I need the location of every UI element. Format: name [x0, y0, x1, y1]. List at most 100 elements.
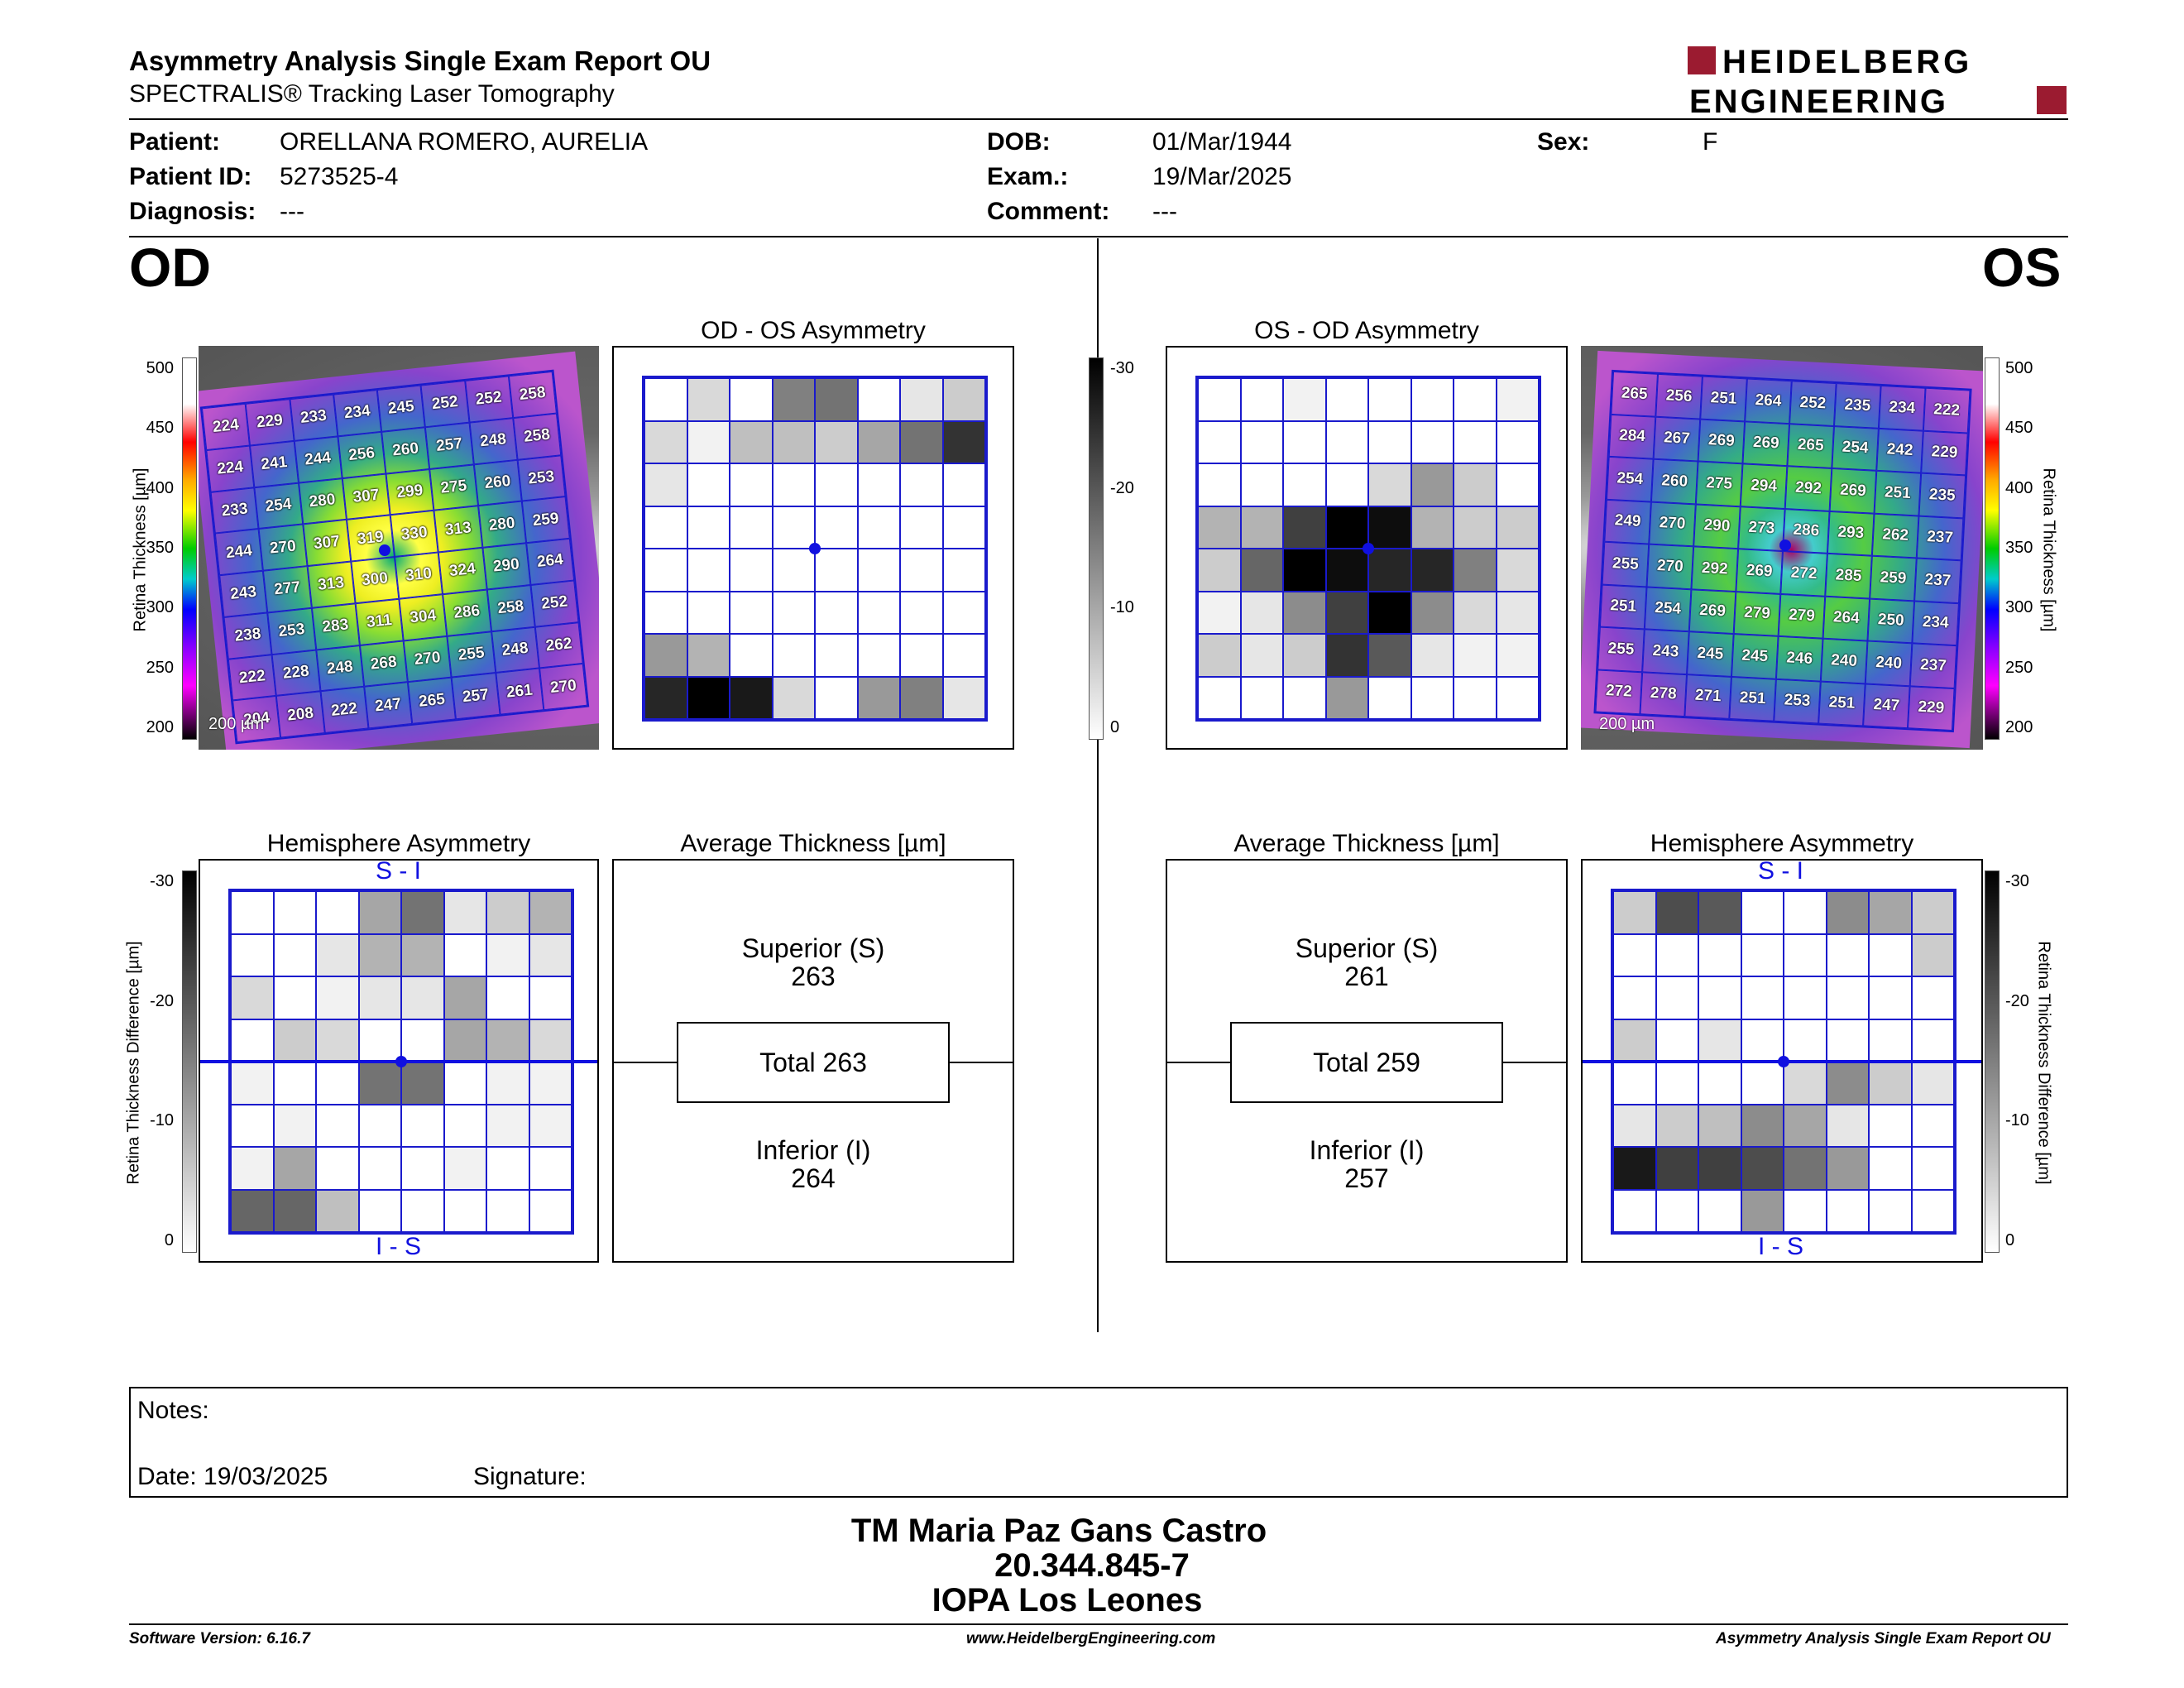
- asym-cell: [1368, 506, 1411, 549]
- asym-cell: [1784, 1104, 1827, 1147]
- thickness-cell: 251: [1729, 676, 1776, 722]
- axis-tick: 500: [146, 359, 174, 377]
- asym-cell: [730, 378, 773, 421]
- asym-cell: [529, 933, 572, 976]
- notes-box[interactable]: Notes: Date: 19/03/2025 Signature:: [129, 1387, 2068, 1498]
- od-hemi-center-marker: [395, 1056, 407, 1067]
- asym-cell: [772, 378, 815, 421]
- thickness-cell: 310: [395, 552, 443, 599]
- asym-cell: [486, 976, 529, 1019]
- asym-cell: [687, 549, 730, 592]
- asym-cell: [1496, 463, 1539, 506]
- thickness-cell: 256: [1655, 373, 1703, 420]
- notes-date: Date: 19/03/2025: [137, 1463, 328, 1490]
- asym-cell: [687, 634, 730, 677]
- patient-id-label: Patient ID:: [129, 163, 252, 190]
- footer-rut: 20.344.845-7: [994, 1547, 1190, 1584]
- asym-cell: [772, 676, 815, 719]
- asym-cell: [1325, 549, 1368, 592]
- footer-url[interactable]: www.HeidelbergEngineering.com: [966, 1630, 1216, 1647]
- asym-cell: [772, 463, 815, 506]
- asym-cell: [273, 1019, 316, 1062]
- asym-cell: [1198, 634, 1241, 677]
- asym-cell: [644, 676, 687, 719]
- dob-value: 01/Mar/1944: [1152, 128, 1292, 156]
- od-os-asymmetry-grid: [642, 376, 988, 722]
- asym-cell: [1613, 1062, 1656, 1105]
- asym-cell: [1283, 378, 1326, 421]
- asym-cell: [358, 976, 401, 1019]
- asym-cell: [443, 891, 486, 934]
- footer-rule: [129, 1623, 2068, 1625]
- comment-value: ---: [1152, 198, 1177, 225]
- thickness-cell: 249: [1604, 499, 1651, 544]
- asym-cell: [772, 634, 815, 677]
- thickness-cell: 248: [469, 417, 518, 464]
- thickness-cell: 247: [1863, 683, 1910, 729]
- thickness-cell: 252: [464, 376, 513, 423]
- asym-cell: [1454, 378, 1497, 421]
- thickness-cell: 299: [386, 468, 434, 516]
- od-hemisphere-grid: [228, 889, 574, 1235]
- thickness-cell: 261: [495, 668, 544, 715]
- thickness-cell: 265: [407, 677, 457, 724]
- asym-cell: [401, 1104, 444, 1147]
- od-label: OD: [129, 237, 211, 298]
- asym-cell: [358, 1147, 401, 1190]
- thickness-cell: 284: [1608, 414, 1656, 459]
- asym-cell: [1454, 420, 1497, 463]
- asym-cell: [815, 549, 858, 592]
- asym-cell: [1698, 1189, 1741, 1232]
- asym-cell: [1741, 1189, 1784, 1232]
- thickness-cell: 259: [1870, 555, 1917, 601]
- asym-cell: [1496, 591, 1539, 634]
- diagnosis-value: ---: [280, 198, 304, 225]
- thickness-cell: 235: [1834, 383, 1881, 429]
- asym-cell: [1283, 420, 1326, 463]
- asym-cell: [358, 1189, 401, 1232]
- os-average-panel: Superior (S) 261 Total 259 Inferior (I) …: [1166, 859, 1568, 1263]
- asym-cell: [486, 1189, 529, 1232]
- asym-cell: [1454, 549, 1497, 592]
- asym-cell: [1325, 634, 1368, 677]
- asym-cell: [1325, 420, 1368, 463]
- thickness-cell: 245: [376, 385, 426, 432]
- asym-cell: [942, 549, 985, 592]
- thickness-cell: 229: [1907, 685, 1955, 731]
- asym-cell: [900, 463, 943, 506]
- asym-cell: [1741, 1062, 1784, 1105]
- asym-cell: [1496, 420, 1539, 463]
- asym-cell: [401, 976, 444, 1019]
- asym-cell: [273, 1147, 316, 1190]
- asym-cell: [687, 676, 730, 719]
- asym-cell: [1911, 1147, 1954, 1190]
- os-scale-bar: 200 µm: [1599, 715, 1655, 733]
- svg-text:HEIDELBERG: HEIDELBERG: [1722, 44, 1972, 80]
- asym-cell: [900, 378, 943, 421]
- footer-name: TM Maria Paz Gans Castro: [850, 1513, 1267, 1549]
- asym-cell: [1410, 420, 1454, 463]
- asym-cell: [1784, 976, 1827, 1019]
- asym-cell: [1454, 506, 1497, 549]
- os-od-asymmetry-grid: [1195, 376, 1541, 722]
- thickness-cell: 293: [1827, 511, 1875, 556]
- asym-cell: [857, 506, 900, 549]
- asym-cell: [1198, 549, 1241, 592]
- asym-cell: [1655, 1019, 1698, 1062]
- asym-cell: [1496, 506, 1539, 549]
- thickness-cell: 264: [525, 538, 575, 585]
- asym-cell: [1410, 591, 1454, 634]
- asym-cell: [316, 1019, 359, 1062]
- asym-cell: [1613, 891, 1656, 934]
- os-superior-value: 261: [1344, 961, 1389, 991]
- thickness-cell: 270: [403, 635, 452, 683]
- asym-cell: [358, 1104, 401, 1147]
- asym-cell: [1283, 549, 1326, 592]
- thickness-cell: 240: [1820, 638, 1868, 683]
- asym-cell: [730, 591, 773, 634]
- os-hemi-colorbar: [1985, 870, 2000, 1253]
- asym-cell: [1911, 976, 1954, 1019]
- asym-cell: [1198, 676, 1241, 719]
- thickness-cell: 273: [1738, 506, 1785, 551]
- thickness-cell: 246: [1775, 635, 1823, 682]
